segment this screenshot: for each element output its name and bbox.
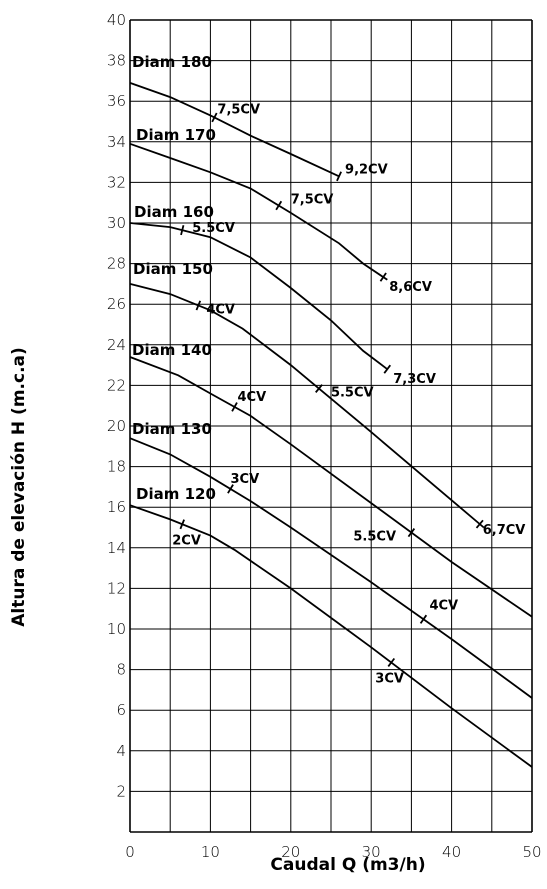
power-tick-mark xyxy=(211,112,218,123)
x-tick-label: 20 xyxy=(281,843,300,861)
y-tick-label: 24 xyxy=(107,336,126,354)
y-tick-label: 4 xyxy=(116,742,126,760)
power-rating-label: 5.5CV xyxy=(331,386,374,401)
y-tick-label: 2 xyxy=(116,782,126,800)
y-tick-label: 36 xyxy=(107,92,126,110)
power-rating-label: 9,2CV xyxy=(345,162,388,177)
x-tick-label: 30 xyxy=(362,843,381,861)
power-rating-label: 3CV xyxy=(231,472,260,487)
x-tick-label: 40 xyxy=(442,843,461,861)
power-rating-label: 7,5CV xyxy=(291,193,334,208)
curve-name-label: Diam 120 xyxy=(136,485,216,503)
y-tick-label: 12 xyxy=(107,579,126,597)
curve-line xyxy=(129,283,485,529)
y-tick-label: 30 xyxy=(107,214,126,232)
y-tick-label: 40 xyxy=(107,11,126,29)
curve-line xyxy=(129,142,388,281)
power-tick-mark xyxy=(336,171,342,182)
curve-name-label: Diam 160 xyxy=(134,203,214,221)
power-tick-mark xyxy=(383,364,392,374)
power-tick-mark xyxy=(180,225,185,236)
power-tick-mark xyxy=(315,384,323,393)
y-tick-label: 10 xyxy=(107,620,126,638)
x-tick-label: 0 xyxy=(125,843,135,861)
power-rating-label: 5.5CV xyxy=(192,221,235,236)
power-rating-label: 4CV xyxy=(429,598,458,613)
power-rating-label: 2CV xyxy=(172,533,201,548)
curve-line xyxy=(129,82,340,178)
curve-name-label: Diam 140 xyxy=(132,341,212,359)
power-rating-label: 3CV xyxy=(375,671,404,686)
grid xyxy=(129,19,533,833)
y-tick-label: 28 xyxy=(107,255,126,273)
power-rating-label: 5.5CV xyxy=(353,530,396,545)
y-tick-label: 38 xyxy=(107,52,126,70)
power-tick-mark xyxy=(275,200,283,211)
power-tick-mark xyxy=(387,657,396,668)
power-tick-mark xyxy=(475,519,484,529)
power-tick-mark xyxy=(379,272,387,282)
power-tick-mark xyxy=(227,484,234,494)
x-tick-label: 50 xyxy=(522,843,541,861)
y-tick-label: 16 xyxy=(107,498,126,516)
y-tick-label: 34 xyxy=(107,133,126,151)
curve-name-label: Diam 180 xyxy=(132,53,212,71)
power-rating-label: 4CV xyxy=(206,302,235,317)
y-tick-label: 8 xyxy=(116,661,126,679)
y-tick-label: 20 xyxy=(107,417,126,435)
power-rating-label: 7,3CV xyxy=(393,372,436,387)
curves xyxy=(129,82,533,768)
y-tick-label: 14 xyxy=(107,539,126,557)
y-tick-label: 26 xyxy=(107,295,126,313)
y-tick-label: 22 xyxy=(107,376,126,394)
x-tick-label: 10 xyxy=(201,843,220,861)
power-tick-mark xyxy=(179,519,185,530)
curve-line xyxy=(129,356,533,618)
x-axis-label: Caudal Q (m3/h) xyxy=(270,855,425,875)
power-tick-mark xyxy=(195,300,202,311)
power-tick-mark xyxy=(231,402,238,412)
y-tick-label: 6 xyxy=(116,701,126,719)
curve-line xyxy=(129,504,533,768)
curve-name-label: Diam 130 xyxy=(132,420,212,438)
y-axis-label: Altura de elevación H (m.c.a) xyxy=(9,347,29,627)
curve-name-label: Diam 170 xyxy=(136,126,216,144)
power-rating-label: 7,5CV xyxy=(217,102,260,117)
power-rating-label: 6,7CV xyxy=(483,523,526,538)
y-tick-label: 32 xyxy=(107,173,126,191)
power-rating-label: 8,6CV xyxy=(389,280,432,295)
tick-labels: 0 10 20 30 40 5024681012141618202224262830323… xyxy=(107,11,542,861)
power-rating-label: 4CV xyxy=(238,390,267,405)
power-tick-mark xyxy=(407,528,416,538)
curve-name-label: Diam 150 xyxy=(133,260,213,278)
curve-line xyxy=(129,437,533,699)
power-tick-mark xyxy=(419,614,428,624)
y-tick-label: 18 xyxy=(107,458,126,476)
curve-line xyxy=(129,222,388,370)
